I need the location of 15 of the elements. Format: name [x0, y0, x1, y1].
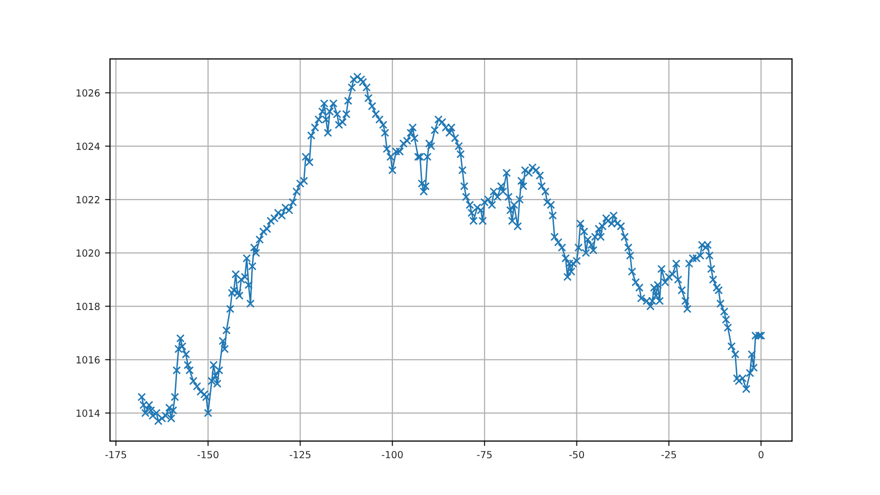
y-tick-label: 1026: [76, 89, 100, 97]
y-tick-label: 1024: [76, 142, 100, 150]
x-tick-label: -150: [198, 450, 218, 458]
y-tick-label: 1016: [76, 356, 100, 364]
y-tick-label: 1020: [76, 249, 100, 257]
x-tick-label: 0: [758, 450, 764, 458]
y-tick-label: 1014: [76, 410, 100, 417]
x-tick-label: -125: [290, 450, 310, 458]
x-tick-label: -25: [661, 450, 676, 458]
y-tick-label: 1018: [76, 302, 100, 310]
y-tick-label: 1022: [76, 196, 100, 204]
x-tick-label: -100: [382, 450, 403, 458]
x-tick-label: -75: [477, 451, 492, 458]
x-tick-label: -50: [569, 450, 584, 458]
x-tick-label: -175: [105, 451, 126, 458]
